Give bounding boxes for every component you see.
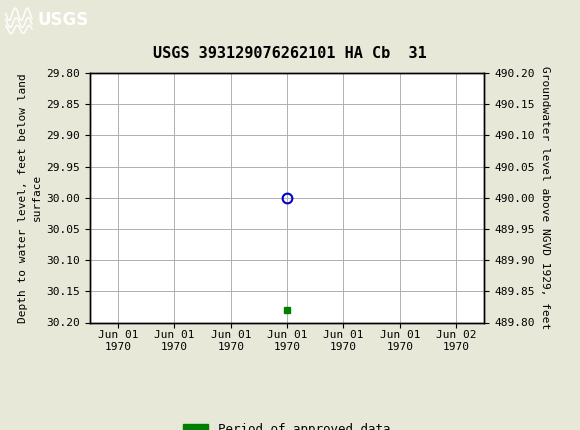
Text: USGS 393129076262101 HA Cb  31: USGS 393129076262101 HA Cb 31 xyxy=(153,46,427,61)
Y-axis label: Depth to water level, feet below land
surface: Depth to water level, feet below land su… xyxy=(18,73,42,322)
Legend: Period of approved data: Period of approved data xyxy=(179,418,396,430)
Y-axis label: Groundwater level above NGVD 1929, feet: Groundwater level above NGVD 1929, feet xyxy=(540,66,550,329)
Text: USGS: USGS xyxy=(38,12,89,29)
